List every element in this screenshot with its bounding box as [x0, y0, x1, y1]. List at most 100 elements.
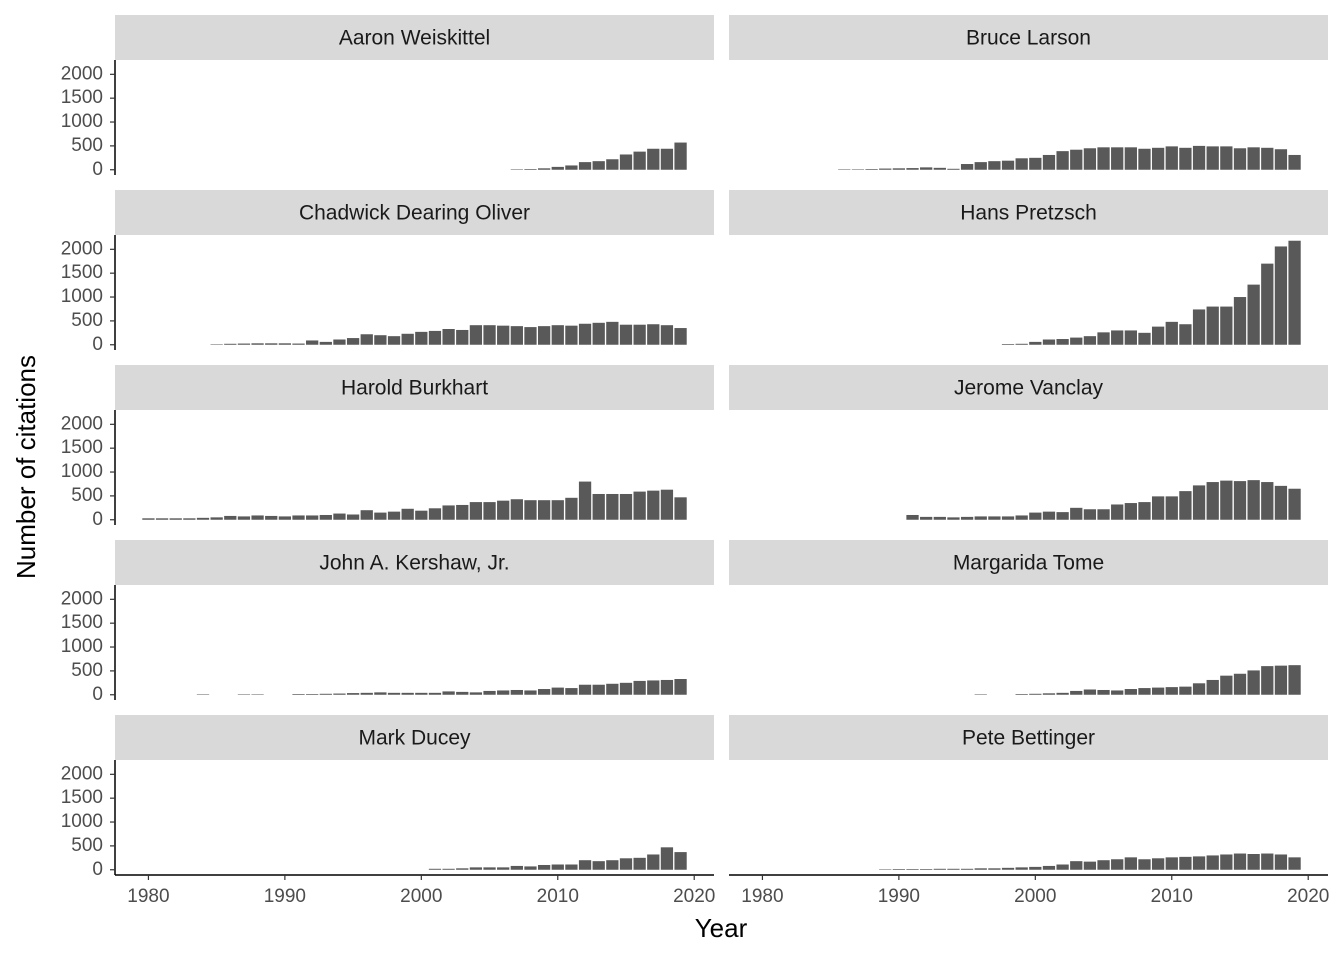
bar — [606, 493, 619, 520]
bar — [1015, 867, 1028, 870]
bar — [278, 516, 292, 520]
bar — [1151, 326, 1165, 345]
bar — [1274, 246, 1288, 345]
bar — [565, 325, 578, 345]
bar — [346, 693, 360, 695]
bar — [1029, 866, 1042, 870]
bar — [606, 321, 619, 345]
bar — [933, 516, 946, 520]
bar — [1015, 158, 1028, 170]
bar — [1288, 488, 1301, 520]
bar — [1056, 864, 1069, 870]
bar — [1165, 146, 1178, 170]
bar — [1233, 148, 1247, 170]
x-axis-title: Year — [695, 913, 748, 943]
bar — [1192, 485, 1206, 520]
bar — [1070, 507, 1083, 520]
x-tick-label: 2020 — [1287, 886, 1329, 907]
bar — [537, 168, 551, 170]
bar — [456, 504, 469, 520]
bar — [265, 515, 278, 520]
bar — [647, 490, 660, 520]
bar — [974, 162, 987, 170]
bar — [292, 515, 305, 520]
bar — [1247, 147, 1260, 170]
bar — [183, 518, 196, 520]
bar — [865, 169, 878, 170]
facet-strip — [729, 15, 1328, 60]
bar — [1083, 861, 1097, 870]
bar — [1288, 665, 1301, 695]
bar — [524, 690, 537, 695]
facet-title: Margarida Tome — [953, 552, 1104, 575]
bar — [415, 331, 428, 345]
bar — [387, 511, 401, 520]
bar — [319, 514, 332, 520]
facet-title: Harold Burkhart — [341, 377, 488, 400]
y-tick-label: 0 — [92, 159, 103, 180]
bar — [1165, 496, 1178, 520]
bar — [1220, 306, 1233, 345]
bar — [537, 689, 551, 695]
bar — [920, 516, 933, 520]
bar — [1179, 491, 1192, 520]
bar — [960, 868, 974, 870]
facet-strip — [115, 715, 714, 760]
bar — [510, 689, 523, 695]
x-tick-label: 2000 — [1014, 886, 1056, 907]
bar — [1288, 857, 1301, 870]
x-tick-label: 2010 — [537, 886, 579, 907]
bar — [483, 325, 496, 345]
bar — [237, 343, 251, 345]
bar — [1042, 693, 1056, 695]
bar — [524, 500, 537, 520]
bar — [1206, 855, 1219, 870]
facet-strip — [115, 540, 714, 585]
bar — [497, 867, 510, 870]
bar — [401, 333, 414, 345]
bar — [1083, 689, 1097, 695]
bar — [1261, 263, 1274, 345]
bar — [1247, 670, 1260, 695]
bar — [442, 505, 455, 520]
bar — [1274, 485, 1288, 520]
bar — [319, 341, 332, 345]
bar — [633, 680, 646, 695]
bar — [1220, 675, 1233, 695]
y-tick-label: 1000 — [61, 461, 103, 482]
x-tick-label: 2010 — [1151, 886, 1193, 907]
bar — [565, 688, 578, 695]
bar — [1083, 509, 1097, 520]
bar — [497, 500, 510, 520]
bar — [292, 694, 305, 695]
bar — [1083, 336, 1097, 345]
x-tick-label: 1980 — [741, 886, 783, 907]
bar — [1029, 157, 1042, 170]
bar — [1001, 160, 1015, 170]
bar — [578, 323, 592, 345]
bar — [1029, 341, 1042, 345]
bar — [1220, 480, 1233, 520]
y-tick-label: 1500 — [61, 787, 103, 808]
bar — [1288, 154, 1301, 170]
facet-title: John A. Kershaw, Jr. — [319, 552, 509, 575]
bar — [1151, 496, 1165, 520]
bar — [1124, 330, 1137, 345]
y-tick-label: 1500 — [61, 612, 103, 633]
bar — [142, 518, 155, 520]
bar — [415, 692, 428, 695]
bar — [647, 680, 660, 695]
bar — [1097, 860, 1110, 870]
bar — [1070, 337, 1083, 345]
bar — [1151, 687, 1165, 695]
bar — [469, 867, 483, 870]
bar — [660, 325, 674, 345]
bar — [551, 864, 564, 870]
bar — [1111, 859, 1124, 870]
bar — [592, 493, 605, 520]
bar — [442, 691, 455, 695]
y-tick-label: 1500 — [61, 87, 103, 108]
bar — [606, 860, 619, 870]
bar — [1124, 147, 1137, 170]
